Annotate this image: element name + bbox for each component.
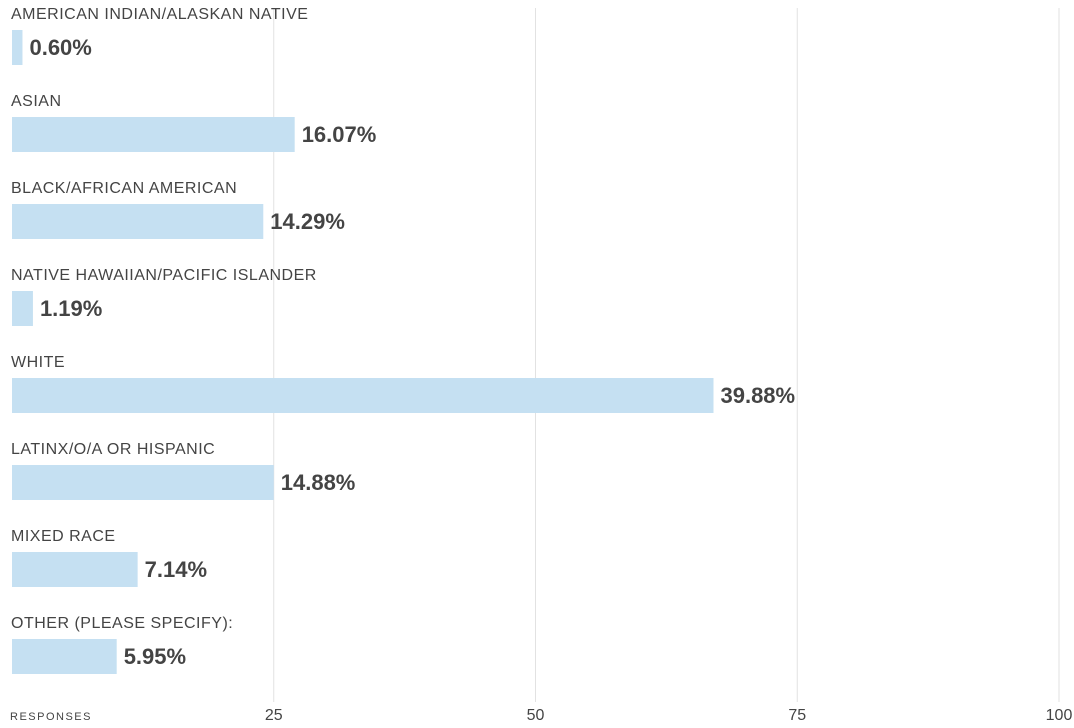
category-label: OTHER (PLEASE SPECIFY): — [11, 615, 233, 632]
x-tick-label: 50 — [527, 707, 545, 724]
category-label: BLACK/AFRICAN AMERICAN — [11, 180, 237, 197]
bar — [12, 291, 33, 326]
value-label: 16.07% — [302, 122, 377, 147]
category-label: AMERICAN INDIAN/ALASKAN NATIVE — [11, 6, 308, 23]
value-label: 14.88% — [281, 470, 356, 495]
bar — [12, 204, 264, 239]
value-label: 7.14% — [145, 557, 207, 582]
value-label: 1.19% — [40, 296, 102, 321]
bar — [12, 552, 138, 587]
category-label: NATIVE HAWAIIAN/PACIFIC ISLANDER — [11, 267, 317, 284]
category-label: LATINX/O/A OR HISPANIC — [11, 441, 215, 458]
value-label: 5.95% — [124, 644, 186, 669]
bar — [12, 30, 23, 65]
x-tick-label: 100 — [1046, 707, 1073, 724]
value-label: 0.60% — [29, 35, 91, 60]
category-label: ASIAN — [11, 93, 62, 110]
x-tick-label: 75 — [788, 707, 806, 724]
bar — [12, 465, 274, 500]
bar — [12, 117, 295, 152]
value-label: 39.88% — [720, 383, 795, 408]
category-label: MIXED RACE — [11, 528, 116, 545]
value-label: 14.29% — [270, 209, 345, 234]
x-axis-label: RESPONSES — [10, 711, 92, 723]
bar — [12, 378, 714, 413]
category-label: WHITE — [11, 354, 65, 371]
bar — [12, 639, 117, 674]
x-tick-label: 25 — [265, 707, 283, 724]
